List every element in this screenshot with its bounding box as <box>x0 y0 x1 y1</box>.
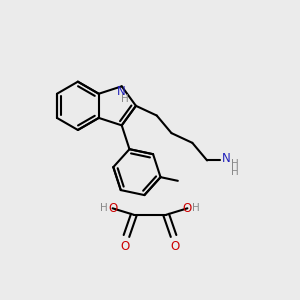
Text: O: O <box>183 202 192 215</box>
Text: N: N <box>117 85 126 98</box>
Text: H: H <box>231 167 239 177</box>
Text: O: O <box>120 239 130 253</box>
Text: H: H <box>192 203 200 213</box>
Text: H: H <box>122 94 129 104</box>
Text: O: O <box>108 202 117 215</box>
Text: N: N <box>221 152 230 166</box>
Text: O: O <box>170 239 180 253</box>
Text: H: H <box>231 159 239 169</box>
Text: H: H <box>100 203 108 213</box>
